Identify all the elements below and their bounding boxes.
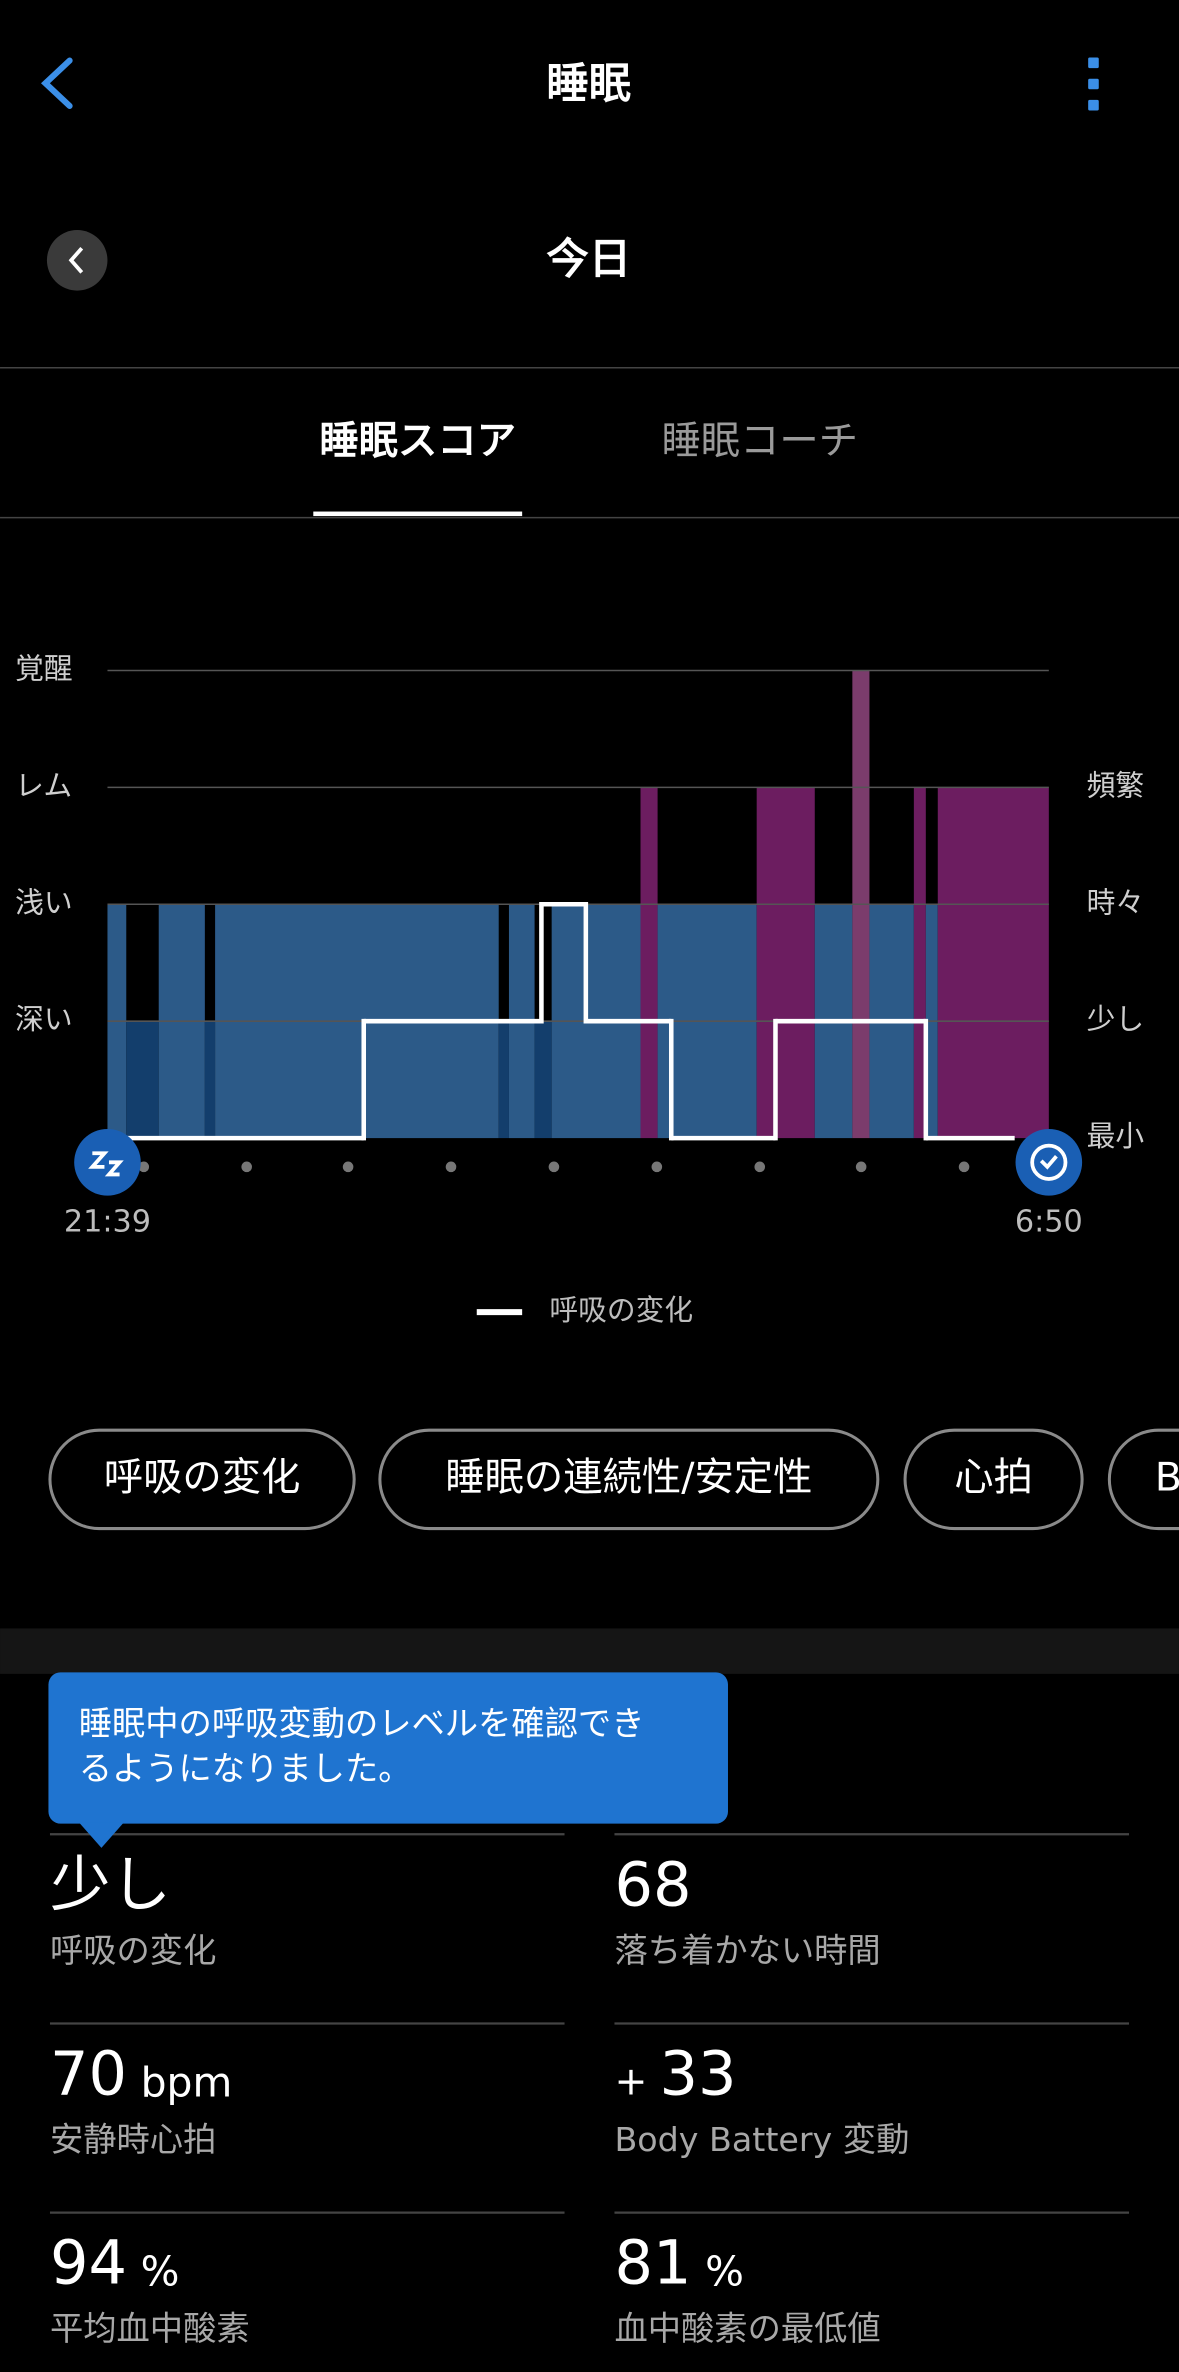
- filter-chip[interactable]: [378, 1428, 880, 1531]
- sleep-start-icon: [74, 1129, 141, 1196]
- y2-tick-label: 最小: [1087, 1119, 1145, 1153]
- x-end-label: 6:50: [1015, 1204, 1083, 1239]
- metric-label: 落ち着かない時間: [614, 1931, 880, 1970]
- metric-label: Body Battery 変動: [614, 2120, 909, 2159]
- y2-tick-label: 時々: [1087, 885, 1145, 919]
- y-tick-label: レム: [15, 768, 72, 802]
- stage-bar: [756, 787, 815, 1139]
- stage-bar: [498, 1021, 509, 1139]
- chip-label[interactable]: 呼吸の変化: [104, 1455, 301, 1501]
- y2-tick-label: 頻繁: [1087, 768, 1145, 802]
- tab-active[interactable]: 睡眠スコア: [319, 418, 516, 464]
- tab-underline: [313, 511, 523, 517]
- x-start-label: 21:39: [64, 1204, 151, 1239]
- legend-label: 呼吸の変化: [549, 1293, 693, 1327]
- metric-sign: +: [614, 2058, 647, 2104]
- stage-bar: [534, 1021, 552, 1139]
- wake-glyph-hands: [1039, 1155, 1058, 1170]
- stage-bar: [126, 1021, 159, 1139]
- filter-chip[interactable]: [1107, 1428, 1179, 1531]
- prev-day-icon: [68, 246, 84, 274]
- wake-glyph: [1030, 1143, 1068, 1181]
- tooltip-text: 睡眠中の呼吸変動のレベルを確認でき: [79, 1704, 645, 1743]
- stage-bar: [913, 787, 926, 1139]
- tooltip-pointer: [78, 1822, 125, 1848]
- metric-value: 68: [614, 1850, 691, 1920]
- y-tick-label: 覚醒: [15, 651, 73, 685]
- x-axis-dot: [241, 1161, 253, 1173]
- prev-day-button[interactable]: [46, 230, 108, 291]
- metric-unit: %: [705, 2248, 744, 2296]
- metric-unit: %: [141, 2248, 180, 2296]
- metric-value: 33: [660, 2040, 737, 2110]
- x-axis-dot: [548, 1161, 560, 1173]
- y-tick-label: 浅い: [15, 885, 73, 919]
- tooltip-box: [48, 1672, 728, 1824]
- x-axis-dot: [445, 1161, 457, 1173]
- tooltip-text: るようになりました。: [79, 1749, 412, 1788]
- x-axis-dot: [958, 1161, 970, 1173]
- metric-label: 呼吸の変化: [50, 1931, 216, 1970]
- stage-bar: [640, 787, 658, 1139]
- metric-value: 少し: [50, 1850, 171, 1920]
- x-axis-dot: [138, 1161, 150, 1173]
- metric-label: 安静時心拍: [50, 2120, 216, 2159]
- x-axis-dot: [342, 1161, 354, 1173]
- sleep-start-glyph: [88, 1151, 124, 1177]
- menu-button[interactable]: [1088, 57, 1099, 111]
- metric-value: 81: [614, 2229, 691, 2299]
- chip-label[interactable]: 睡眠の連続性/安定性: [445, 1455, 812, 1501]
- filter-chip[interactable]: [48, 1428, 356, 1531]
- filter-chip[interactable]: [903, 1428, 1084, 1531]
- header-title: 睡眠: [546, 59, 631, 108]
- metric-value: 70: [50, 2040, 127, 2110]
- stage-bar: [204, 1021, 216, 1139]
- back-button[interactable]: [40, 57, 73, 109]
- metric-label: 血中酸素の最低値: [614, 2309, 880, 2348]
- metric-unit: bpm: [141, 2059, 233, 2107]
- metric-value: 94: [50, 2229, 127, 2299]
- tab[interactable]: 睡眠コーチ: [661, 418, 858, 464]
- chip-label[interactable]: 心拍: [954, 1455, 1033, 1501]
- chip-row: 呼吸の変化 睡眠の連続性/安定性 心拍 B: [48, 1428, 1179, 1531]
- tooltip: 睡眠中の呼吸変動のレベルを確認でき るようになりました。: [48, 1672, 728, 1848]
- y-tick-label: 深い: [15, 1002, 73, 1036]
- y2-tick-label: 少し: [1087, 1002, 1145, 1036]
- section-band: [0, 1628, 1179, 1674]
- stage-bar: [937, 787, 1049, 1139]
- x-axis-dot: [651, 1161, 663, 1173]
- x-axis-dot: [855, 1161, 867, 1173]
- metric-label: 平均血中酸素: [50, 2309, 250, 2348]
- date-label: 今日: [546, 234, 631, 283]
- chip-label[interactable]: B: [1155, 1455, 1179, 1501]
- x-axis-dot: [754, 1161, 766, 1173]
